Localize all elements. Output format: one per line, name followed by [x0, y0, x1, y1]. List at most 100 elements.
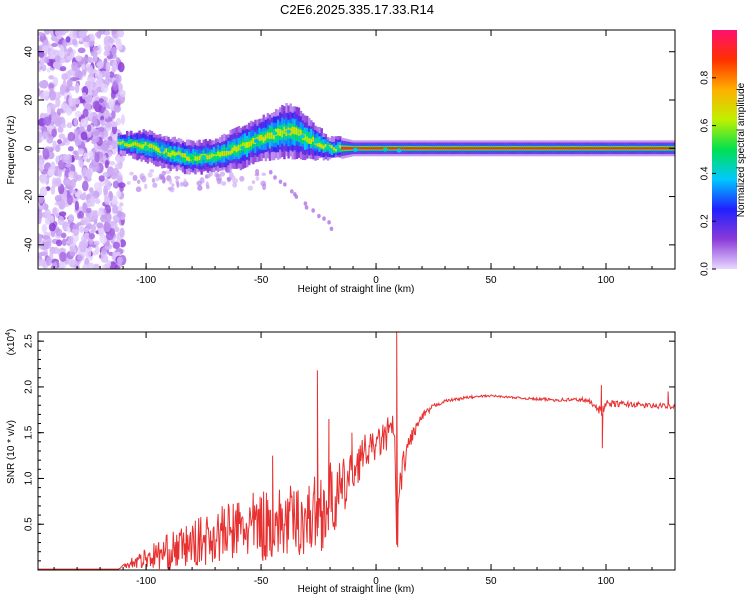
noise-cell — [82, 264, 88, 269]
spectrogram-x-label: Height of straight line (km) — [298, 284, 415, 295]
ridge-cell — [635, 147, 638, 150]
ridge-cell — [446, 147, 450, 150]
noise-cell — [78, 240, 87, 251]
noise-cell — [93, 52, 98, 63]
ridge-cell — [363, 147, 367, 150]
ridge-cell — [657, 147, 661, 150]
noise-cell — [95, 245, 100, 256]
ridge-cell — [142, 144, 145, 149]
ridge-cell — [388, 147, 392, 150]
noise-cell — [73, 171, 79, 183]
ridge-cell — [579, 147, 582, 150]
ridge-cell — [411, 147, 414, 150]
ridge-cell — [423, 147, 427, 150]
noise-cell — [58, 211, 67, 217]
x-tick-label: 100 — [598, 576, 615, 587]
ridge-cell — [320, 144, 323, 149]
noise-cell — [98, 98, 104, 103]
noise-cell — [105, 232, 114, 241]
ridge-cell — [490, 147, 493, 150]
ridge-cell — [266, 132, 270, 139]
ridge-cell — [504, 147, 508, 150]
ridge-cell — [196, 156, 199, 161]
noise-cell — [120, 114, 125, 125]
ridge-cell — [519, 147, 522, 150]
noise-cell — [80, 131, 88, 141]
ridge-cell — [548, 147, 551, 150]
ridge-peak — [189, 155, 195, 160]
ridge-cell — [345, 146, 348, 150]
ridge-cell — [235, 146, 239, 153]
ridge-cell — [121, 140, 125, 144]
noise-cell — [52, 207, 57, 216]
ridge-cell — [250, 140, 253, 147]
ridge-cell — [585, 147, 588, 150]
noise-cell — [60, 232, 67, 239]
ridge-cell — [246, 141, 249, 148]
noise-cell — [46, 136, 54, 144]
ridge-cell — [581, 147, 584, 150]
ridge-cell — [448, 147, 452, 150]
ridge-cell — [179, 152, 183, 157]
ridge-cell — [136, 142, 139, 147]
noise-cell — [104, 195, 111, 206]
ridge-cell — [633, 147, 636, 150]
noise-cell — [117, 258, 123, 267]
y-tick-label: 20 — [24, 94, 35, 106]
ridge-cell — [477, 147, 481, 150]
noise-cell — [93, 240, 100, 246]
ridge-cell — [492, 147, 495, 150]
y-tick-label: 1.0 — [24, 471, 35, 485]
ridge-cell — [316, 141, 319, 147]
ridge-cell — [481, 147, 485, 150]
noise-cell — [38, 32, 45, 37]
colorbar: 0.0 0.2 0.4 0.6 0.8 Normalized spectral ampl… — [700, 30, 747, 276]
noise-cell — [85, 216, 91, 225]
y-tick-label: 2.5 — [24, 334, 35, 348]
noise-cell — [54, 177, 62, 187]
sidelobe-cell — [151, 178, 156, 183]
ridge-cell — [125, 143, 129, 147]
ridge-peak — [212, 155, 218, 160]
ridge-cell — [252, 137, 255, 144]
noise-cell — [98, 151, 105, 163]
ridge-cell — [138, 143, 141, 148]
ridge-cell — [556, 147, 559, 150]
ridge-cell — [328, 144, 332, 148]
noise-cell — [115, 57, 121, 62]
ridge-cell — [351, 147, 354, 150]
sidelobe-cell — [174, 175, 181, 180]
ridge-cell — [262, 136, 265, 143]
noise-cell — [108, 140, 113, 145]
sidelobe-cell — [176, 181, 180, 187]
noise-cell — [112, 251, 118, 257]
ridge-cell — [564, 147, 568, 150]
noise-cell — [55, 97, 61, 108]
ridge-cell — [401, 147, 404, 150]
noise-cell — [100, 83, 109, 93]
ridge-cell — [506, 147, 510, 150]
ridge-cell — [258, 135, 261, 141]
noise-cell — [48, 89, 57, 101]
noise-cell — [57, 126, 64, 133]
noise-cell — [38, 130, 43, 141]
noise-cell — [49, 103, 57, 110]
ridge-cell — [653, 147, 657, 150]
noise-cell — [82, 227, 90, 233]
noise-cell — [61, 238, 67, 246]
noise-cell — [50, 185, 56, 195]
noise-cell — [74, 200, 80, 212]
noise-cell — [42, 148, 50, 157]
ridge-cell — [593, 147, 597, 150]
ridge-cell — [666, 147, 669, 150]
noise-cell — [38, 87, 41, 98]
noise-cell — [111, 200, 119, 206]
noise-cell — [91, 138, 97, 145]
noise-cell — [61, 73, 69, 81]
noise-cell — [100, 214, 108, 223]
ridge-cell — [169, 152, 172, 158]
sidelobe-cell — [167, 186, 174, 191]
noise-cell — [100, 144, 109, 150]
noise-cell — [98, 175, 105, 182]
noise-cell — [115, 74, 122, 84]
